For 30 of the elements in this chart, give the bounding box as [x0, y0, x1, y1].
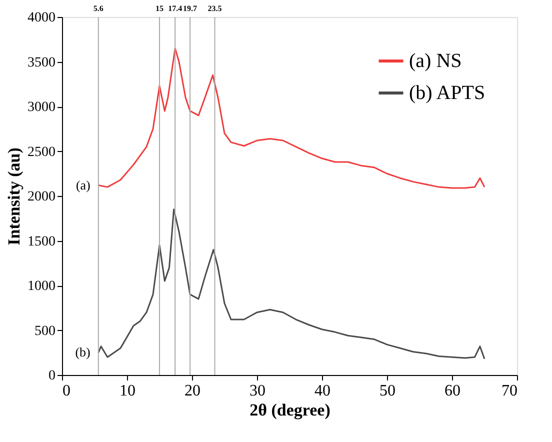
- line-series: [98, 208, 486, 360]
- x-tick-label: 70: [502, 382, 518, 400]
- x-tick-label: 40: [314, 382, 330, 400]
- y-tick-label: 2000: [28, 190, 56, 204]
- line-series: [98, 48, 486, 189]
- annotation: (a): [76, 177, 90, 192]
- y-tick-label: 2500: [28, 144, 56, 160]
- ref-line-label: 17.4: [168, 4, 182, 13]
- y-tick-label: 500: [34, 324, 56, 339]
- y-tick-label: 3500: [28, 55, 56, 70]
- x-tick-label: 20: [184, 382, 200, 400]
- x-tick-label: 60: [444, 382, 460, 400]
- ref-line-label: 15: [156, 4, 164, 13]
- y-tick-label: 0: [48, 368, 56, 384]
- y-axis-title: Intensity (au): [4, 148, 24, 246]
- y-tick-label: 4000: [28, 10, 56, 26]
- ref-line-label: 5.6: [93, 4, 104, 13]
- y-tick-label: 1000: [28, 279, 56, 294]
- y-tick-label: 3000: [28, 100, 56, 115]
- x-axis-title: 2θ (degree): [250, 400, 330, 420]
- annotation: (b): [75, 344, 90, 360]
- x-tick-label: 10: [120, 382, 136, 400]
- ref-line-label: 23.5: [208, 4, 222, 13]
- legend-label: (a) NS: [409, 50, 462, 72]
- legend-label: (b) APTS: [409, 82, 486, 104]
- x-tick-label: 50: [380, 382, 396, 400]
- x-tick-label: 30: [250, 382, 266, 400]
- x-tick-label: 0: [62, 382, 70, 400]
- ref-line-label: 19.7: [183, 4, 198, 13]
- y-tick-label: 1500: [28, 234, 56, 250]
